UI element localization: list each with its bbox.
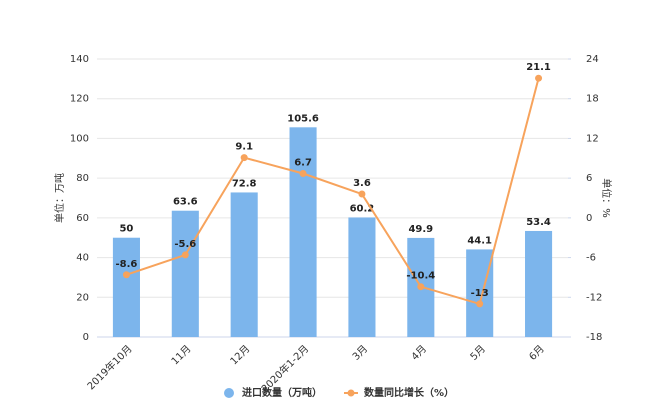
x-tick-label: 5月 [468, 343, 488, 363]
bar [348, 217, 376, 337]
y2-tick-label: -12 [586, 292, 602, 303]
x-tick-label: 2020年1-2月 [258, 342, 311, 395]
y-tick-label: 60 [76, 213, 89, 224]
legend-label: 数量同比增长（%） [364, 386, 454, 399]
data-label: -10.4 [406, 271, 435, 282]
bar [171, 210, 199, 337]
y2-tick-label: 24 [586, 54, 599, 65]
y2-axis-label: 单位：% [600, 178, 613, 218]
data-label: 60.2 [350, 203, 375, 214]
data-label: -8.6 [116, 259, 138, 270]
x-tick-label: 2019年10月 [84, 342, 134, 392]
y2-tick-label: 0 [586, 213, 592, 224]
line-point [122, 271, 130, 279]
line-point [417, 283, 425, 291]
bar [289, 127, 317, 338]
x-tick-label: 4月 [409, 343, 429, 363]
y-tick-label: 40 [76, 253, 89, 264]
data-label: 21.1 [526, 62, 551, 73]
legend-label: 进口数量（万吨） [242, 386, 322, 399]
x-tick-label: 12月 [228, 343, 253, 368]
legend-marker [347, 389, 355, 397]
data-label: 63.6 [173, 197, 198, 208]
y2-tick-label: 6 [586, 173, 592, 184]
y-tick-label: 0 [83, 332, 89, 343]
bar [230, 192, 258, 337]
y-tick-label: 140 [70, 54, 89, 65]
data-label: 53.4 [526, 217, 551, 228]
x-tick-label: 3月 [350, 343, 370, 363]
line [126, 77, 540, 306]
line-point [535, 74, 543, 82]
x-tick-label: 6月 [527, 343, 547, 363]
y2-tick-label: 12 [586, 133, 599, 144]
line-point [181, 251, 189, 259]
line-point [299, 170, 307, 178]
bar [466, 249, 494, 337]
data-label: -13 [471, 288, 489, 299]
data-label: 3.6 [353, 178, 371, 189]
y-tick-label: 100 [70, 133, 89, 144]
y2-tick-label: -6 [586, 253, 596, 264]
y-axis-label: 单位：万吨 [53, 173, 66, 223]
y2-tick-label: -18 [586, 332, 602, 343]
data-label: -5.6 [174, 239, 196, 250]
data-label: 105.6 [287, 113, 319, 124]
bar [525, 230, 553, 337]
y2-tick-label: 18 [586, 94, 599, 105]
data-label: 50 [119, 224, 133, 235]
line-point [240, 154, 248, 162]
x-tick-label: 11月 [169, 343, 194, 368]
data-label: 44.1 [467, 235, 492, 246]
y-tick-label: 80 [76, 173, 89, 184]
line-point [358, 190, 366, 198]
data-label: 6.7 [294, 158, 312, 169]
data-label: 49.9 [408, 224, 433, 235]
data-label: 72.8 [232, 178, 257, 189]
line-point [476, 300, 484, 308]
y-tick-label: 20 [76, 292, 89, 303]
data-label: 9.1 [235, 142, 253, 153]
legend-marker [224, 388, 234, 398]
y-tick-label: 120 [70, 94, 89, 105]
bar [112, 237, 140, 337]
